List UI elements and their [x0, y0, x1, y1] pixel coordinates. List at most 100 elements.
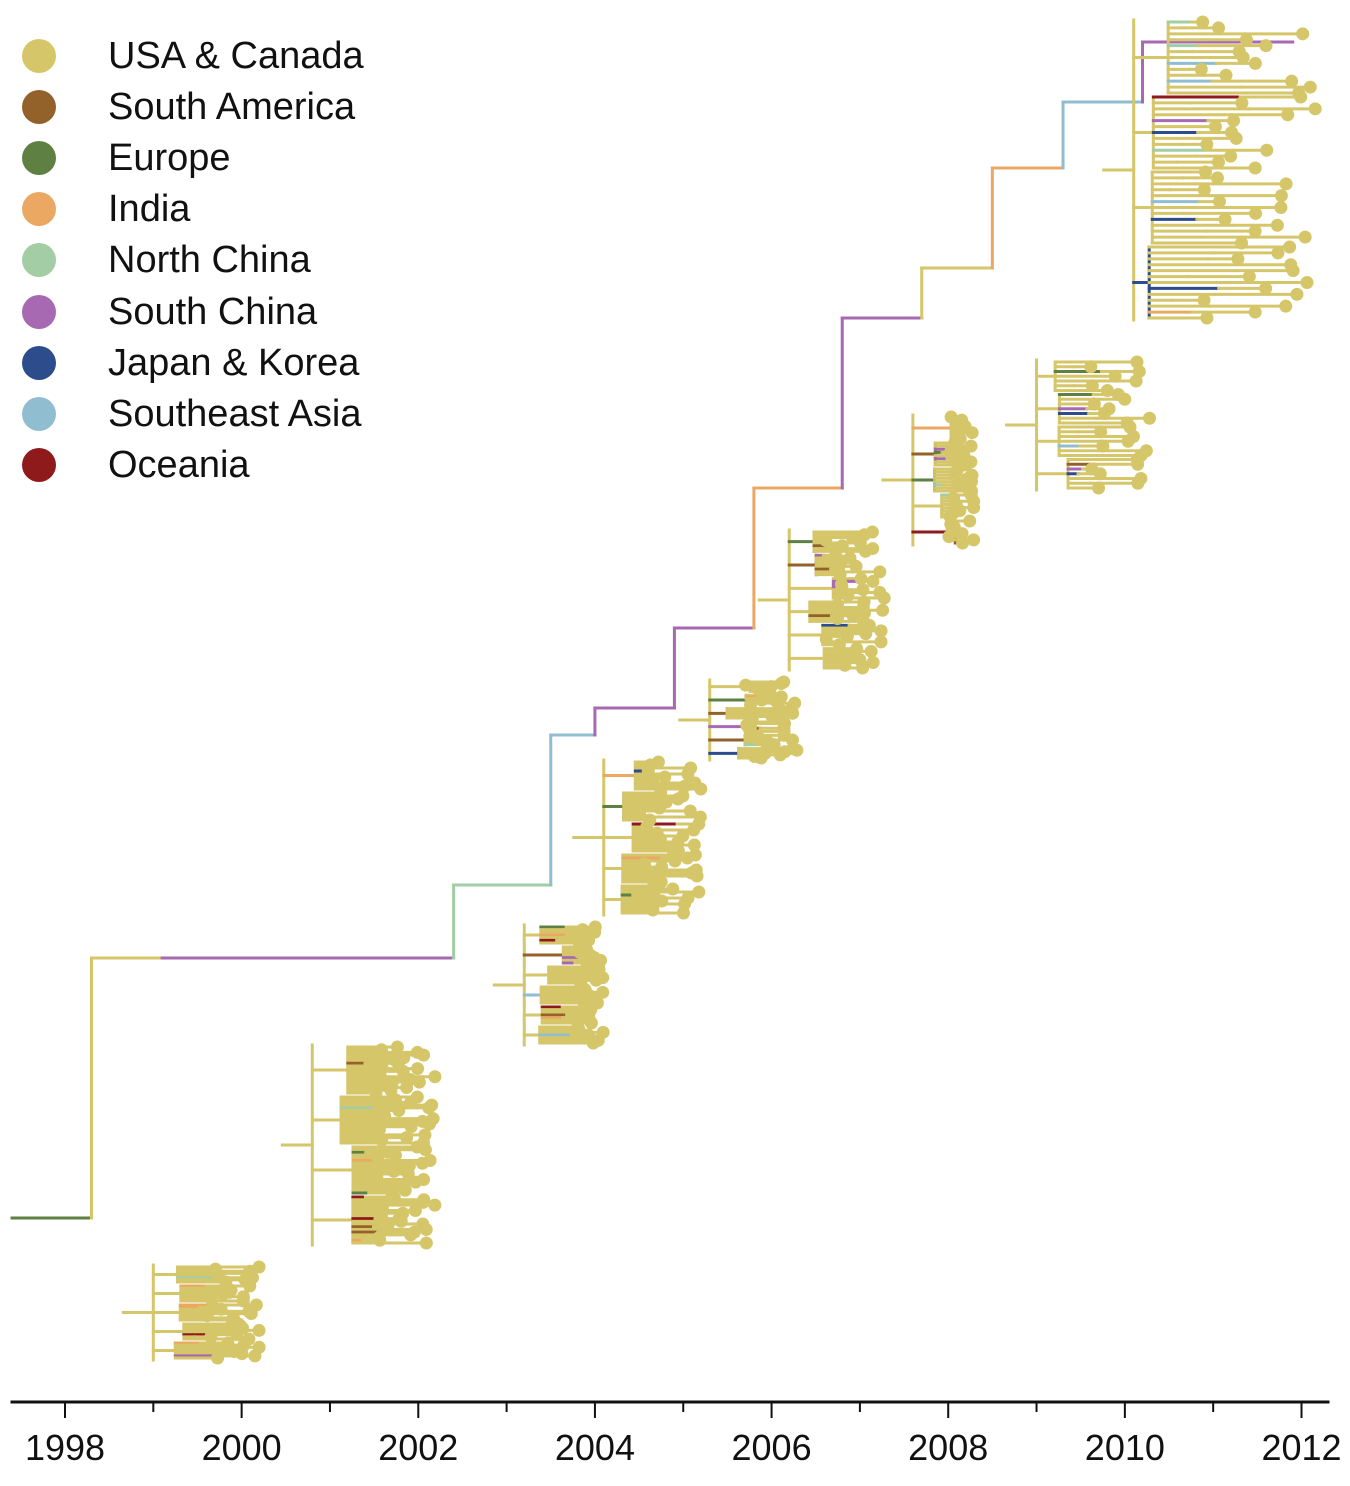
tip-node [1194, 62, 1208, 76]
tip-node [1290, 287, 1304, 301]
tip-node [652, 801, 666, 815]
tip-node [412, 1075, 426, 1089]
tip-node [1248, 224, 1262, 238]
tip-node [373, 1233, 387, 1247]
x-tick-label: 2006 [732, 1427, 812, 1468]
tree-tips [200, 15, 1322, 1365]
tip-node [1270, 218, 1284, 232]
tip-node [409, 1175, 423, 1189]
tip-node [373, 1067, 387, 1081]
tip-node [835, 539, 849, 553]
tip-node [866, 655, 880, 669]
tip-node [833, 568, 847, 582]
tip-node [840, 629, 854, 643]
tip-node [683, 804, 697, 818]
tip-node [1296, 27, 1310, 41]
tip-node [1197, 293, 1211, 307]
tip-node [404, 1228, 418, 1242]
tip-node [400, 1131, 414, 1145]
tip-node [1229, 131, 1243, 145]
tip-node [873, 565, 887, 579]
legend-swatch [22, 294, 56, 329]
legend-item: Oceania [22, 440, 364, 491]
tip-node [949, 452, 963, 466]
tip-node [1210, 171, 1224, 185]
tip-node [967, 533, 981, 547]
tip-node [214, 1302, 228, 1316]
tip-node [1129, 374, 1143, 388]
legend-item: USA & Canada [22, 30, 364, 81]
legend-swatch [22, 396, 56, 431]
tip-node [1212, 195, 1226, 209]
tip-node [1094, 425, 1108, 439]
tip-node [858, 544, 872, 558]
legend-swatch [22, 89, 56, 124]
tip-node [744, 698, 758, 712]
tip-node [419, 1222, 433, 1236]
legend-label: Southeast Asia [108, 392, 362, 435]
legend-swatch [22, 38, 56, 73]
tip-node [394, 1214, 408, 1228]
tip-node [1303, 80, 1317, 94]
legend-swatch [22, 140, 56, 175]
tip-node [866, 574, 880, 588]
tip-node [678, 779, 692, 793]
tip-node [235, 1347, 249, 1361]
tip-node [204, 1330, 218, 1344]
tip-node [411, 1062, 425, 1076]
tip-node [371, 1151, 385, 1165]
tip-node [859, 627, 873, 641]
tip-node [1118, 392, 1132, 406]
tip-node [1279, 299, 1293, 313]
tip-node [387, 1190, 401, 1204]
tip-node [243, 1279, 257, 1293]
legend-swatch [22, 243, 56, 278]
legend-item: India [22, 184, 364, 235]
tip-node [1131, 457, 1145, 471]
tip-node [370, 1170, 384, 1184]
tip-node [1271, 246, 1285, 260]
tip-node [856, 583, 870, 597]
legend-label: North China [108, 239, 311, 282]
tip-node [1227, 114, 1241, 128]
legend-label: South America [108, 85, 356, 128]
tip-node [655, 894, 669, 908]
tip-node [1260, 143, 1274, 157]
tip-node [1196, 15, 1210, 29]
tip-node [767, 738, 781, 752]
tip-node [1087, 397, 1101, 411]
tip-node [1236, 51, 1250, 64]
tip-node [739, 678, 753, 692]
x-tick-label: 2002 [378, 1427, 458, 1468]
tip-node [774, 677, 788, 691]
legend-item: South America [22, 81, 364, 132]
tip-node [415, 1156, 429, 1170]
tip-node [963, 514, 977, 528]
tip-node [773, 748, 787, 762]
tip-node [428, 1198, 442, 1212]
legend-item: South China [22, 286, 364, 337]
tip-node [387, 1164, 401, 1178]
tip-node [417, 1048, 431, 1062]
tip-node [573, 945, 587, 959]
tip-node [846, 609, 860, 623]
tip-node [1142, 411, 1156, 425]
legend: USA & Canada South America Europe India Nort… [22, 30, 364, 491]
tip-node [849, 559, 863, 573]
tip-node [1092, 481, 1106, 495]
tip-node [874, 624, 888, 638]
tip-node [1249, 206, 1263, 220]
tip-node [1298, 230, 1312, 244]
tip-node [680, 851, 694, 865]
tip-node [375, 1133, 389, 1147]
tip-node [819, 632, 833, 646]
tip-node [1279, 177, 1293, 191]
tip-node [1224, 149, 1238, 163]
tip-node [638, 857, 652, 871]
tip-node [790, 743, 804, 757]
tip-node [1200, 137, 1214, 151]
tip-node [1242, 270, 1256, 284]
tip-node [681, 767, 695, 781]
tip-node [819, 533, 833, 547]
tip-node [586, 1036, 600, 1050]
